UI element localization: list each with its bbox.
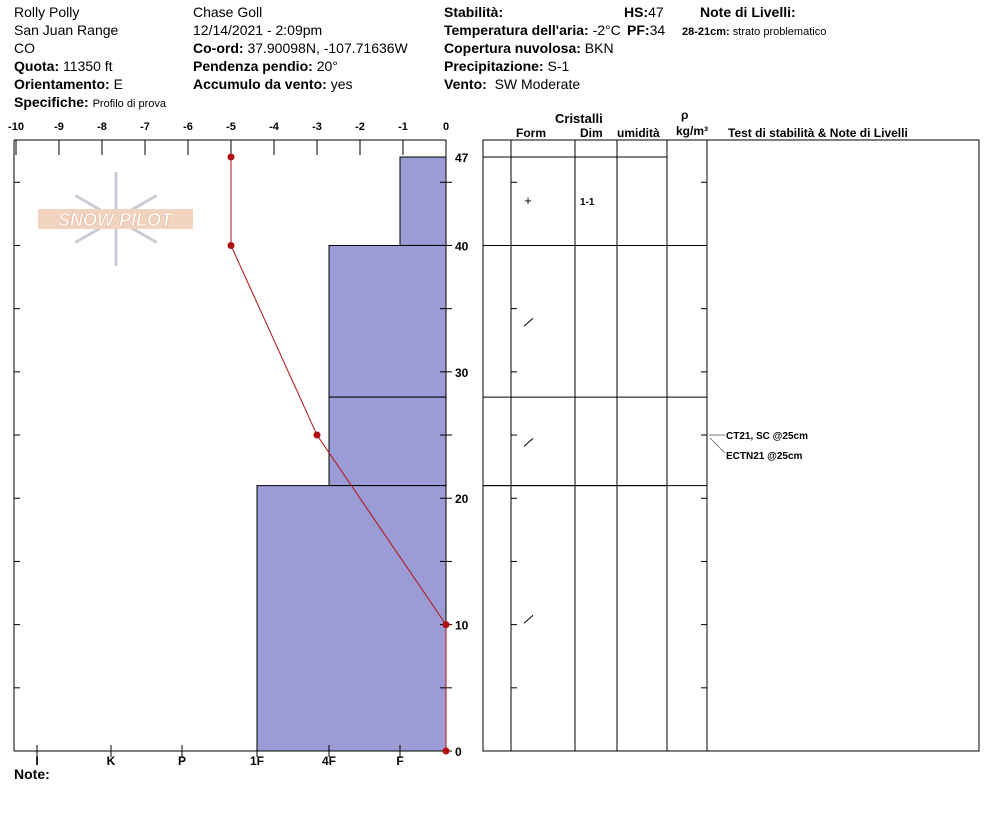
crystal-form-icon [523, 317, 534, 327]
coordinates-value: 37.90098N, -107.71636W [247, 40, 408, 56]
notes-label: Note: [14, 766, 50, 782]
temperature-point [227, 241, 235, 249]
crystal-form-icon [523, 437, 534, 447]
logo-banner [38, 209, 193, 229]
wind-loading-value: yes [330, 76, 353, 92]
temp-tick-label: -3 [312, 121, 322, 133]
hardness-layer [399, 156, 447, 246]
height-tick-label: 20 [455, 492, 469, 506]
wind: Vento: SW Moderate [444, 76, 580, 93]
height-tick-label: 10 [455, 619, 469, 633]
moisture-header: umidità [617, 126, 660, 140]
wind-value: SW Moderate [494, 76, 581, 92]
sky-cover-value: BKN [584, 40, 614, 56]
specifics-label: Specifiche: [14, 94, 89, 110]
hardness-tick-label: F [396, 754, 403, 768]
pf-label: PF: [627, 22, 650, 38]
slope-value: 20° [316, 58, 338, 74]
temp-tick-label: -9 [54, 121, 64, 133]
site-name: Rolly Polly [14, 4, 80, 20]
pf-value: 34 [649, 22, 666, 38]
wind-loading-label: Accumulo da vento: [193, 76, 327, 92]
stability: Stabilità: [444, 4, 503, 21]
air-temp-value: -2°C [592, 22, 621, 38]
temp-tick-label: -8 [97, 121, 107, 133]
temperature-point [442, 621, 450, 629]
elevation-label: Quota: [14, 58, 60, 74]
crystals-header: Cristalli [555, 111, 603, 126]
form-header: Form [516, 126, 546, 140]
datetime: 12/14/2021 - 2:09pm [193, 22, 323, 38]
temperature-point [442, 747, 450, 755]
height-tick-label: 0 [455, 745, 462, 759]
observer: Chase Goll [193, 4, 263, 20]
air-temp-label: Temperatura dell'aria: [444, 22, 589, 38]
elevation: Quota: 11350 ft [14, 58, 113, 75]
crystal-form-icon: + [524, 193, 532, 208]
state: CO [14, 40, 35, 56]
coordinates: Co-ord: 37.90098N, -107.71636W [193, 40, 408, 57]
slope: Pendenza pendio: 20° [193, 58, 338, 75]
crystal-size: 1-1 [580, 197, 595, 208]
air-temp: Temperatura dell'aria: -2°C [444, 22, 621, 39]
temp-tick-label: -5 [226, 121, 236, 133]
elevation-value: 11350 ft [63, 58, 113, 74]
hs-label: HS: [624, 4, 649, 20]
hardness-layer [328, 396, 447, 487]
temp-tick-label: -10 [8, 121, 24, 133]
height-tick-label: 47 [455, 151, 469, 165]
hardness-tick-label: K [107, 754, 116, 768]
slope-label: Pendenza pendio: [193, 58, 313, 74]
aspect-value: E [113, 76, 123, 92]
layer-table [482, 139, 980, 752]
test-arrow [709, 437, 726, 454]
coordinates-label: Co-ord: [193, 40, 244, 56]
temp-tick-label: -7 [140, 121, 150, 133]
hardness-tick-label: 4F [322, 754, 336, 768]
hardness-layer [328, 244, 447, 398]
temperature-point [227, 153, 235, 161]
stability-test: CT21, SC @25cm [726, 431, 808, 442]
hs: HS:47 [624, 4, 664, 21]
temp-tick-label: -1 [398, 121, 408, 133]
temp-tick-label: -2 [355, 121, 365, 133]
hs-value: 47 [648, 4, 664, 20]
height-tick-label: 30 [455, 366, 469, 380]
sky-cover-label: Copertura nuvolosa: [444, 40, 581, 56]
precipitation-label: Precipitazione: [444, 58, 544, 74]
temp-tick-label: -6 [183, 121, 193, 133]
hardness-tick-label: 1F [250, 754, 264, 768]
specifics: Specifiche: Profilo di prova [14, 94, 166, 113]
precipitation: Precipitazione: S-1 [444, 58, 569, 75]
height-tick-label: 40 [455, 239, 469, 253]
layer-note-text: strato problematico [732, 26, 827, 38]
temp-tick-label: 0 [443, 121, 449, 133]
logo-text: SNOW PILOT [58, 210, 174, 230]
precipitation-value: S-1 [547, 58, 570, 74]
layer-notes-title: Note di Livelli: [700, 4, 796, 20]
wind-label: Vento: [444, 76, 487, 92]
specifics-value: Profilo di prova [92, 98, 166, 110]
temperature-point [313, 431, 321, 439]
size-header: Dim [580, 126, 603, 140]
hardness-tick-label: P [178, 754, 186, 768]
layer-note-range: 28-21cm: [682, 26, 730, 38]
wind-loading: Accumulo da vento: yes [193, 76, 352, 93]
range: San Juan Range [14, 22, 119, 38]
temp-tick-label: -4 [269, 121, 280, 133]
aspect: Orientamento: E [14, 76, 123, 93]
stability-label: Stabilità: [444, 4, 504, 20]
hardness-layer [256, 485, 447, 752]
aspect-label: Orientamento: [14, 76, 110, 92]
density-header: kg/m³ [676, 124, 709, 138]
tests-header: Test di stabilità & Note di Livelli [728, 126, 908, 140]
stability-test: ECTN21 @25cm [726, 451, 803, 462]
hardness-tick-label: I [35, 754, 38, 768]
crystal-form-icon [523, 614, 534, 624]
layer-note: 28-21cm: strato problematico [682, 24, 826, 41]
pf: PF:34 [627, 22, 666, 39]
sky-cover: Copertura nuvolosa: BKN [444, 40, 614, 57]
rho-header: ρ [681, 108, 689, 122]
